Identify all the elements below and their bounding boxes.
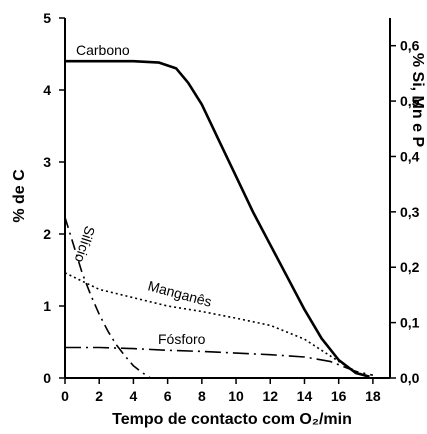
x-tick-label: 18 <box>365 388 381 404</box>
x-tick-label: 12 <box>262 388 278 404</box>
series-layer <box>64 59 374 379</box>
left-tick-label: 4 <box>43 82 51 98</box>
right-tick-label: 0,1 <box>400 315 420 331</box>
x-tick-label: 6 <box>164 388 172 404</box>
series-line-fosforo <box>65 346 374 376</box>
x-tick-label: 4 <box>130 388 138 404</box>
series-line-silicio <box>64 217 151 379</box>
plot-frame <box>64 18 391 379</box>
x-tick-label: 8 <box>198 388 206 404</box>
left-tick-label: 5 <box>43 10 51 26</box>
x-tick-label: 16 <box>331 388 347 404</box>
x-tick-label: 10 <box>228 388 244 404</box>
x-tick-label: 0 <box>61 388 69 404</box>
x-tick-label: 14 <box>297 388 313 404</box>
left-axis-title: % de C <box>11 169 28 223</box>
series-label-carbono: Carbono <box>76 42 130 58</box>
series-label-manganes: Manganês <box>146 277 213 309</box>
series-line-carbono <box>65 59 370 378</box>
x-tick-label: 2 <box>95 388 103 404</box>
left-tick-label: 2 <box>43 226 51 242</box>
right-tick-label: 0,4 <box>400 148 420 164</box>
left-axis-ticks: 0 1 2 3 4 5 <box>43 10 65 386</box>
right-axis-title: % Si, Mn e P <box>409 53 426 148</box>
series-label-fosforo: Fósforo <box>158 331 206 347</box>
right-tick-label: 0,5 <box>400 93 420 109</box>
right-tick-label: 0,0 <box>400 370 420 386</box>
left-tick-label: 0 <box>43 370 51 386</box>
right-axis-ticks: 0,0 0,1 0,2 0,3 0,4 0,5 0,6 <box>390 38 420 386</box>
right-tick-label: 0,2 <box>400 259 420 275</box>
right-tick-label: 0,6 <box>400 38 420 54</box>
series-line-manganes <box>64 272 370 379</box>
series-label-silicio: Silício <box>72 224 99 265</box>
left-tick-label: 1 <box>43 298 51 314</box>
right-tick-label: 0,3 <box>400 204 420 220</box>
x-axis-title: Tempo de contacto com O₂/min <box>112 411 352 428</box>
left-tick-label: 3 <box>43 154 51 170</box>
x-axis-ticks: 0 2 4 6 8 10 12 14 16 18 <box>61 378 381 404</box>
